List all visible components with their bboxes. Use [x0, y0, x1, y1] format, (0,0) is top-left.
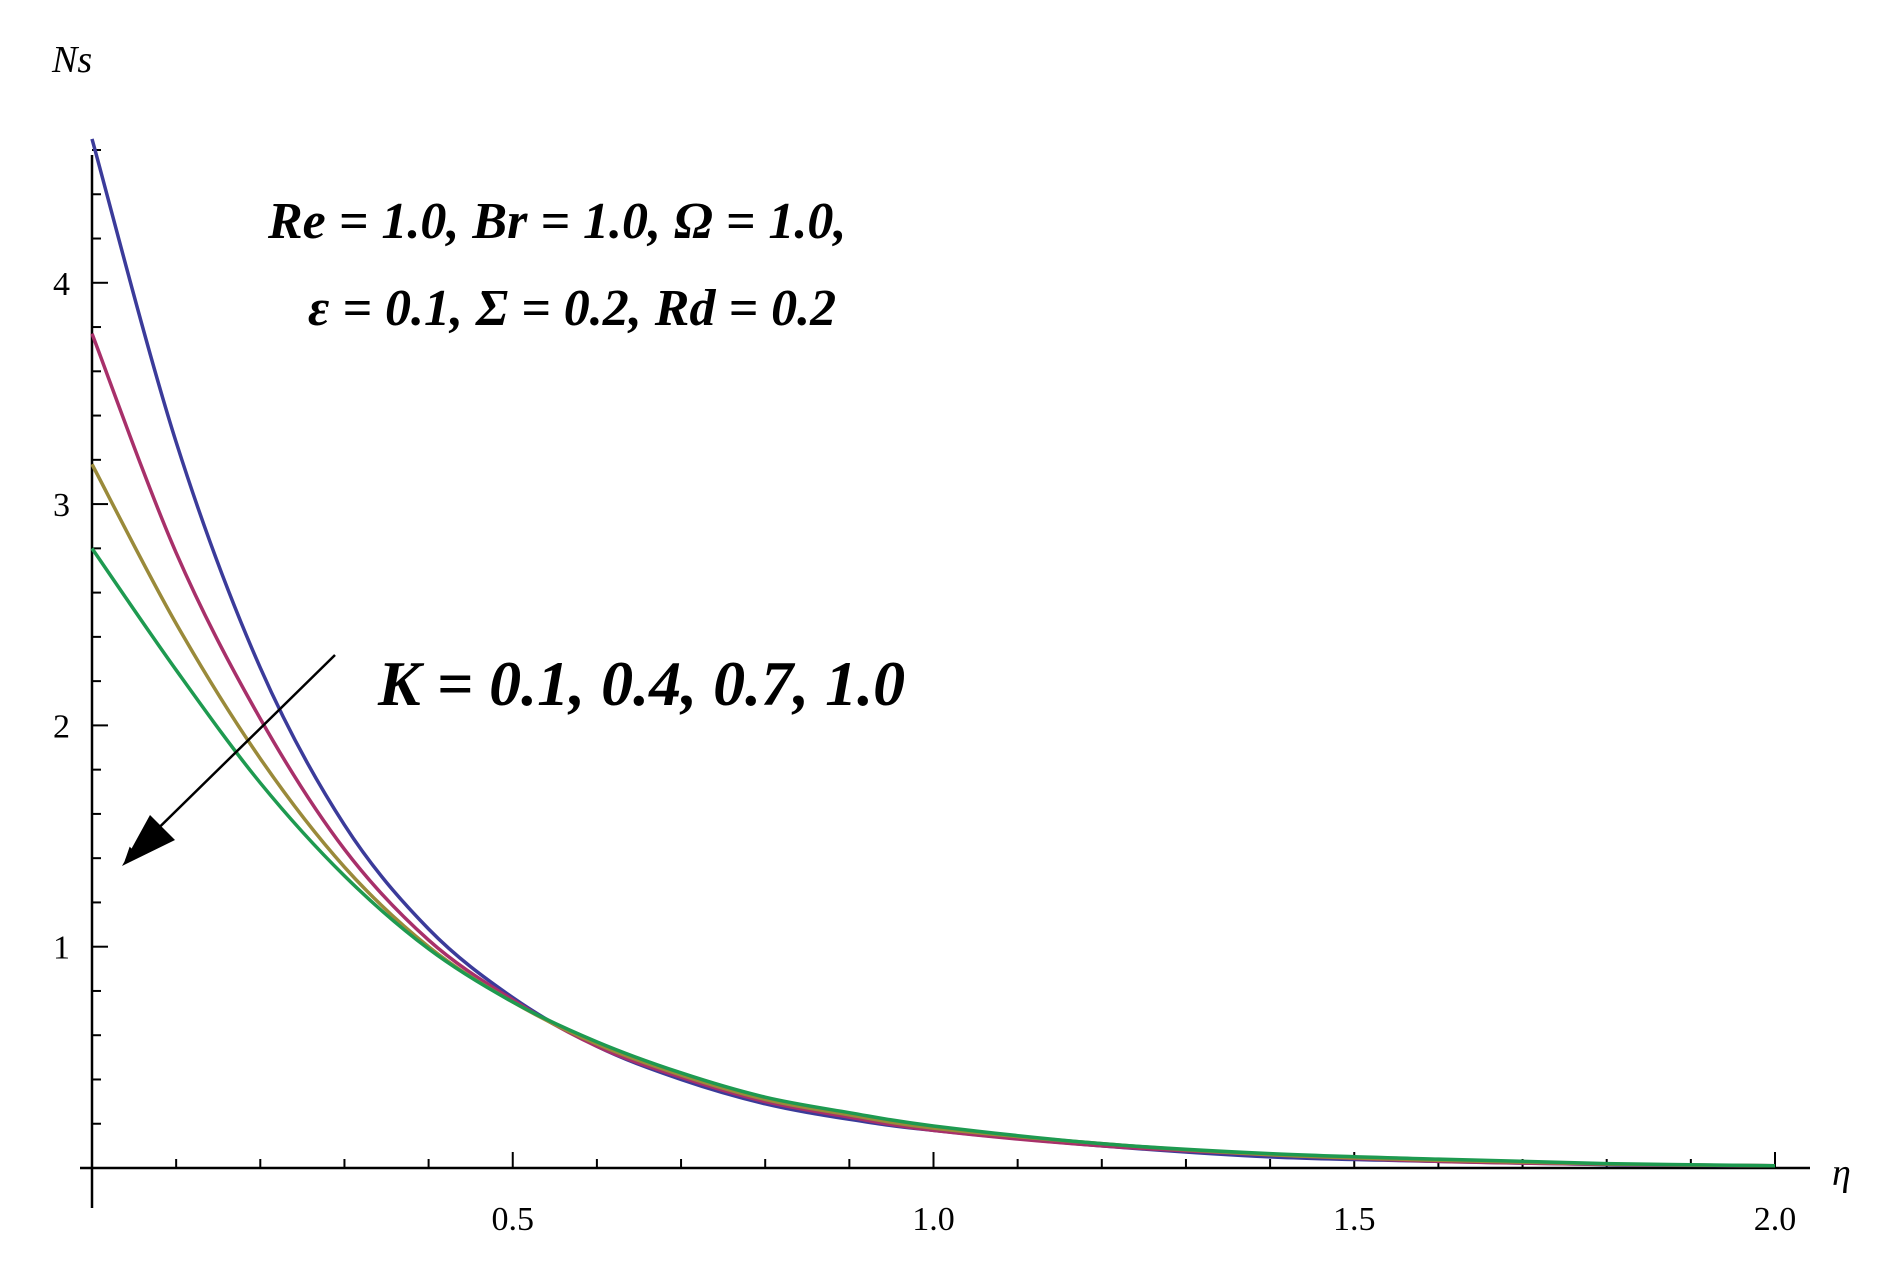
y-tick-label: 2 — [53, 708, 70, 745]
series-line-4 — [90, 547, 1776, 1168]
series-lines — [90, 138, 1776, 1168]
x-tick-label: 0.5 — [492, 1201, 535, 1238]
x-tick-label: 1.0 — [912, 1201, 955, 1238]
direction-arrow — [124, 654, 336, 862]
series-line-2 — [90, 333, 1776, 1168]
x-axis-label: η — [1832, 1152, 1851, 1194]
y-tick-label: 4 — [53, 266, 70, 303]
x-tick-label: 1.5 — [1333, 1201, 1376, 1238]
series-line-3 — [90, 463, 1776, 1168]
y-tick-label: 1 — [53, 930, 70, 967]
params-annotation-line-2: ε = 0.1, Σ = 0.2, Rd = 0.2 — [308, 280, 836, 337]
y-tick-label: 3 — [53, 487, 70, 524]
ticks: 0.5 1.0 1.5 2.0 1 2 3 4 — [53, 149, 1797, 1238]
k-annotation: K = 0.1, 0.4, 0.7, 1.0 — [377, 648, 905, 719]
params-annotation-line-1: Re = 1.0, Br = 1.0, Ω = 1.0, — [267, 193, 846, 250]
y-axis-label: Ns — [51, 39, 92, 81]
direction-arrow-head — [122, 815, 175, 866]
x-tick-label: 2.0 — [1754, 1201, 1797, 1238]
